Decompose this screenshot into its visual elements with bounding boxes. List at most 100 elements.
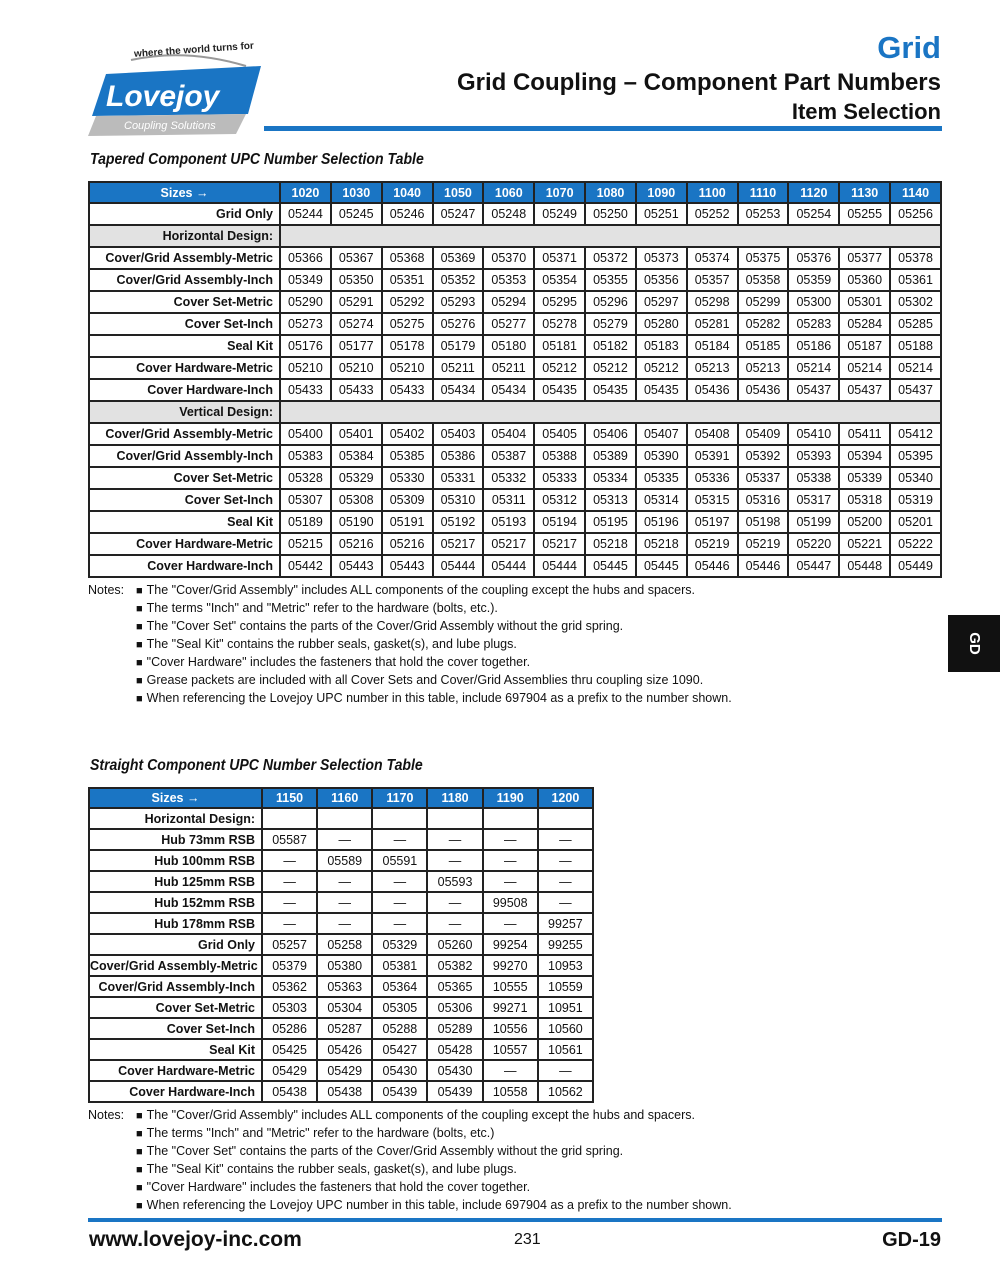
straight-notes: Notes: The "Cover/Grid Assembly" include… bbox=[88, 1107, 732, 1215]
part-number-cell: 05444 bbox=[533, 554, 587, 578]
part-number-cell: — bbox=[260, 870, 319, 893]
part-number-cell: 05386 bbox=[431, 444, 485, 468]
part-number-cell: 05183 bbox=[634, 334, 688, 358]
part-number-cell: 05222 bbox=[889, 532, 942, 556]
note-item: When referencing the Lovejoy UPC number … bbox=[136, 1197, 732, 1215]
part-number-cell: 05589 bbox=[316, 849, 374, 872]
size-column-header: 1190 bbox=[481, 787, 539, 809]
part-number-cell: 99255 bbox=[536, 933, 595, 956]
part-number-cell: 05362 bbox=[260, 975, 319, 998]
note-item: The "Cover/Grid Assembly" includes ALL c… bbox=[136, 582, 732, 600]
part-number-cell: 05307 bbox=[279, 488, 332, 512]
row-label: Cover/Grid Assembly-Inch bbox=[88, 975, 263, 998]
part-number-cell: 05402 bbox=[380, 422, 434, 446]
part-number-cell: 05280 bbox=[634, 312, 688, 336]
part-number-cell: 05258 bbox=[316, 933, 374, 956]
part-number-cell: 05304 bbox=[316, 996, 374, 1019]
part-number-cell: 05200 bbox=[838, 510, 892, 534]
part-number-cell: 05260 bbox=[426, 933, 484, 956]
part-number-cell: 05275 bbox=[380, 312, 434, 336]
row-label: Cover Hardware-Inch bbox=[88, 378, 281, 402]
part-number-cell: 05290 bbox=[279, 290, 332, 314]
part-number-cell: 05289 bbox=[426, 1017, 484, 1040]
part-number-cell: 05217 bbox=[431, 532, 485, 556]
row-label: Hub 152mm RSB bbox=[88, 891, 263, 914]
part-number-cell: 05297 bbox=[634, 290, 688, 314]
part-number-cell: 05329 bbox=[371, 933, 429, 956]
part-number-cell: 05394 bbox=[838, 444, 892, 468]
section-tab[interactable]: GD bbox=[948, 615, 1000, 672]
part-number-cell: — bbox=[481, 828, 539, 851]
part-number-cell: — bbox=[371, 912, 429, 935]
part-number-cell bbox=[536, 807, 595, 830]
part-number-cell: 05217 bbox=[533, 532, 587, 556]
part-number-cell: 05392 bbox=[736, 444, 790, 468]
part-number-cell: 05333 bbox=[533, 466, 587, 490]
part-number-cell: 05446 bbox=[685, 554, 739, 578]
part-number-cell: 05282 bbox=[736, 312, 790, 336]
part-number-cell: 05357 bbox=[685, 268, 739, 292]
part-number-cell: 05248 bbox=[482, 202, 536, 226]
section-spacer bbox=[279, 400, 942, 424]
table-row: Cover/Grid Assembly-Metric 05366 05367 0536… bbox=[88, 246, 942, 270]
part-number-cell: 05425 bbox=[260, 1038, 319, 1061]
part-number-cell: 05255 bbox=[838, 202, 892, 226]
size-column-header: 1090 bbox=[634, 181, 688, 204]
part-number-cell: 05382 bbox=[426, 954, 484, 977]
part-number-cell: 05219 bbox=[685, 532, 739, 556]
size-column-header: 1140 bbox=[889, 181, 942, 204]
table-row: Cover/Grid Assembly-Inch 05362 05363 05364 0… bbox=[88, 975, 595, 998]
part-number-cell: 10558 bbox=[481, 1080, 539, 1103]
part-number-cell bbox=[371, 807, 429, 830]
size-column-header: 1150 bbox=[260, 787, 319, 809]
part-number-cell: 05378 bbox=[889, 246, 942, 270]
lovejoy-logo: where the world turns for Lovejoy Coupli… bbox=[88, 41, 261, 136]
page-code: GD-19 bbox=[882, 1229, 941, 1251]
table-row: Hub 73mm RSB 05587— — — — — bbox=[88, 828, 595, 851]
part-number-cell: 05312 bbox=[533, 488, 587, 512]
part-number-cell: 05286 bbox=[260, 1017, 319, 1040]
part-number-cell: 05216 bbox=[329, 532, 383, 556]
part-number-cell: 05295 bbox=[533, 290, 587, 314]
part-number-cell: 05329 bbox=[329, 466, 383, 490]
section-label: Vertical Design: bbox=[88, 400, 281, 424]
part-number-cell: 05376 bbox=[787, 246, 841, 270]
part-number-cell: 05182 bbox=[584, 334, 637, 358]
tapered-upc-table: Sizes → 1020 1030 1040 1050 1060 1070 1080 1090 1… bbox=[88, 181, 942, 578]
part-number-cell: 05317 bbox=[787, 488, 841, 512]
part-number-cell: 05210 bbox=[380, 356, 434, 380]
part-number-cell: 05315 bbox=[685, 488, 739, 512]
part-number-cell: — bbox=[260, 912, 319, 935]
part-number-cell: 05177 bbox=[329, 334, 383, 358]
part-number-cell: 05213 bbox=[736, 356, 790, 380]
part-number-cell: 05389 bbox=[584, 444, 637, 468]
section-row: Horizontal Design: bbox=[88, 224, 942, 248]
part-number-cell: 05379 bbox=[260, 954, 319, 977]
part-number-cell: 05294 bbox=[482, 290, 536, 314]
table-row: Cover Set-Metric 05328 05329 05330 05331 0533… bbox=[88, 466, 942, 490]
table-row: Hub 178mm RSB — — — — —99257 bbox=[88, 912, 595, 935]
part-number-cell: — bbox=[371, 891, 429, 914]
part-number-cell: 05411 bbox=[838, 422, 892, 446]
part-number-cell: 05188 bbox=[889, 334, 942, 358]
part-number-cell: 05433 bbox=[329, 378, 383, 402]
part-number-cell: 05401 bbox=[329, 422, 383, 446]
part-number-cell: 05256 bbox=[889, 202, 942, 226]
part-number-cell bbox=[316, 807, 374, 830]
part-number-cell: 05338 bbox=[787, 466, 841, 490]
part-number-cell: 05334 bbox=[584, 466, 637, 490]
part-number-cell: 05446 bbox=[736, 554, 790, 578]
part-number-cell: 05370 bbox=[482, 246, 536, 270]
part-number-cell: 05387 bbox=[482, 444, 536, 468]
part-number-cell: 05390 bbox=[634, 444, 688, 468]
part-number-cell: 05355 bbox=[584, 268, 637, 292]
page-number: 231 bbox=[514, 1231, 541, 1248]
note-item: The "Seal Kit" contains the rubber seals… bbox=[136, 636, 732, 654]
part-number-cell: 05447 bbox=[787, 554, 841, 578]
part-number-cell: 05276 bbox=[431, 312, 485, 336]
table-row: Horizontal Design: bbox=[88, 807, 595, 830]
part-number-cell: 05194 bbox=[533, 510, 587, 534]
part-number-cell bbox=[481, 807, 539, 830]
website-link[interactable]: www.lovejoy-inc.com bbox=[89, 1228, 302, 1251]
part-number-cell: 05197 bbox=[685, 510, 739, 534]
